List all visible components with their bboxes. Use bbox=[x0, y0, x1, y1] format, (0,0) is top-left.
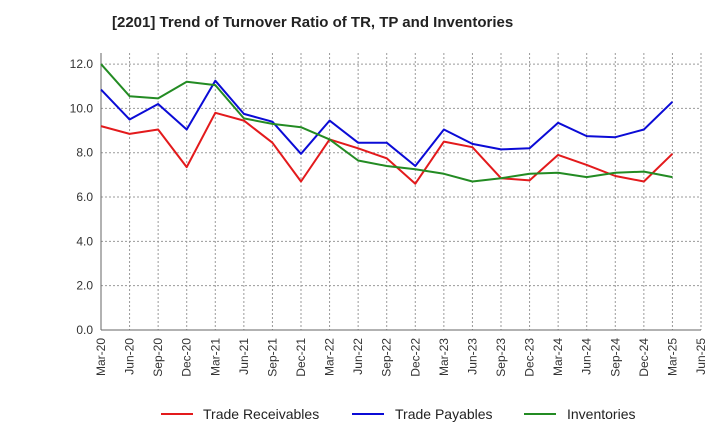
legend-label: Trade Payables bbox=[395, 406, 493, 422]
x-tick-label: Sep-22 bbox=[380, 338, 394, 377]
x-tick-label: Mar-25 bbox=[665, 338, 679, 376]
x-tick-label: Sep-21 bbox=[265, 338, 279, 377]
x-tick-label: Jun-22 bbox=[351, 338, 365, 375]
x-tick-label: Mar-24 bbox=[551, 338, 565, 376]
y-tick-label: 4.0 bbox=[76, 234, 93, 248]
x-tick-label: Sep-23 bbox=[494, 338, 508, 377]
x-tick-label: Jun-24 bbox=[580, 338, 594, 375]
series-line-trade-payables bbox=[100, 79, 674, 167]
y-tick-label: 2.0 bbox=[76, 279, 93, 293]
x-tick-label: Sep-24 bbox=[608, 338, 622, 377]
x-tick-label: Mar-20 bbox=[94, 338, 108, 376]
legend: Trade Receivables Trade Payables Inventori… bbox=[161, 406, 635, 422]
y-tick-label: 8.0 bbox=[76, 146, 93, 160]
x-tick-label: Sep-20 bbox=[151, 338, 165, 377]
x-tick-label: Mar-21 bbox=[208, 338, 222, 376]
legend-label: Trade Receivables bbox=[203, 406, 319, 422]
y-tick-label: 0.0 bbox=[76, 323, 93, 337]
x-tick-label: Dec-23 bbox=[523, 338, 537, 377]
axis-layer: 0.0 2.0 4.0 6.0 8.0 10.0 12.0 Mar-20 Jun-20 Sep-2… bbox=[70, 53, 708, 377]
x-tick-label: Jun-25 bbox=[694, 338, 708, 375]
grid-layer bbox=[101, 53, 702, 330]
y-tick-label: 10.0 bbox=[70, 101, 94, 115]
x-tick-label: Jun-21 bbox=[237, 338, 251, 375]
x-tick-label: Mar-22 bbox=[323, 338, 337, 376]
chart-title: [2201] Trend of Turnover Ratio of TR, TP… bbox=[112, 14, 514, 31]
x-tick-label: Dec-24 bbox=[637, 338, 651, 377]
x-tick-label: Dec-21 bbox=[294, 338, 308, 377]
x-tick-label: Dec-22 bbox=[408, 338, 422, 377]
legend-label: Inventories bbox=[567, 406, 635, 422]
y-tick-label: 12.0 bbox=[70, 57, 94, 71]
x-tick-label: Dec-20 bbox=[180, 338, 194, 377]
series-line-inventories bbox=[100, 63, 673, 183]
x-tick-label: Mar-23 bbox=[437, 338, 451, 376]
series-layer bbox=[100, 63, 674, 185]
x-tick-label: Jun-23 bbox=[465, 338, 479, 375]
y-tick-label: 6.0 bbox=[76, 190, 93, 204]
series-line-trade-receivables bbox=[100, 111, 674, 185]
x-tick-label: Jun-20 bbox=[123, 338, 137, 375]
